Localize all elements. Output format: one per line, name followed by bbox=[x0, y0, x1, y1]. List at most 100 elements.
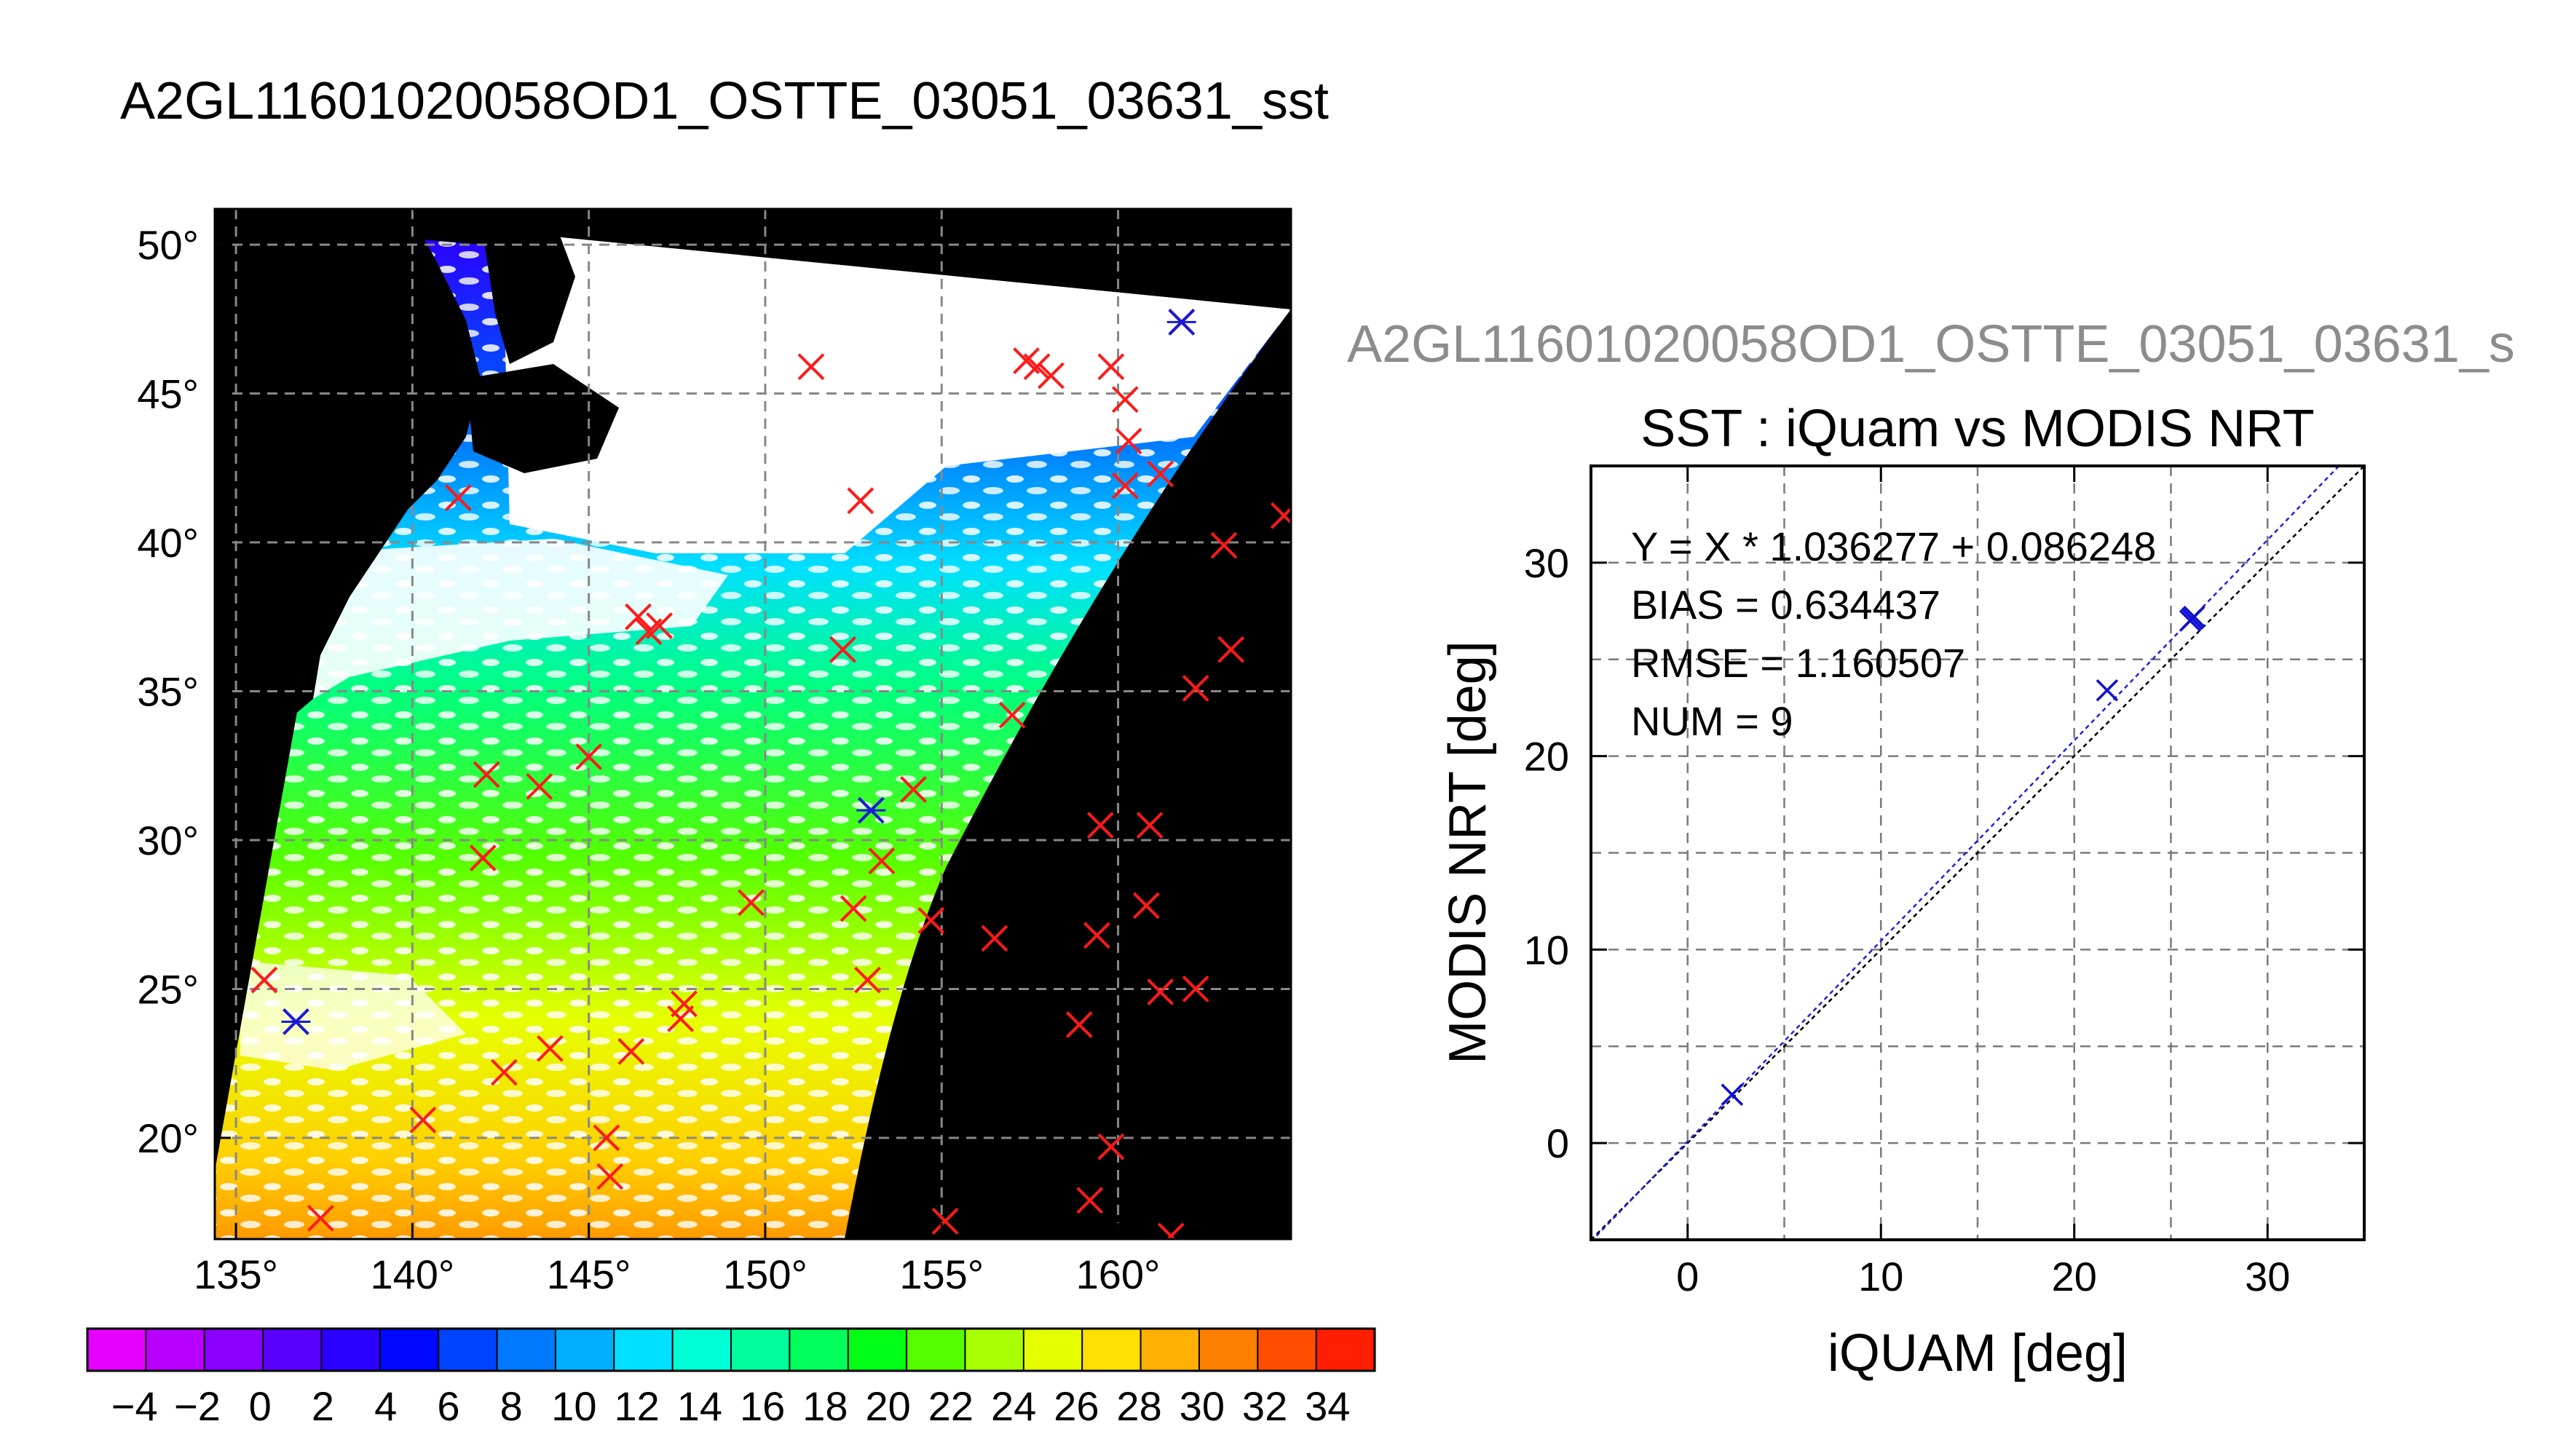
land-hokkaido bbox=[466, 364, 619, 473]
figure-title: A2GL11601020058OD1_OSTTE_03051_03631_sst bbox=[120, 72, 1329, 130]
match-point-marker bbox=[526, 772, 553, 800]
match-point-marker bbox=[738, 889, 765, 917]
rmse-value: RMSE = 1.160507 bbox=[1631, 640, 1965, 686]
regression-equation: Y = X * 1.036277 + 0.086248 bbox=[1631, 523, 2156, 569]
match-point-marker bbox=[1210, 531, 1238, 559]
colorbar-label: 20 bbox=[865, 1383, 910, 1429]
colorbar-cell bbox=[1082, 1329, 1142, 1371]
match-point-marker bbox=[854, 966, 881, 994]
identity-line bbox=[1591, 466, 2364, 1240]
match-point-marker bbox=[1065, 1011, 1093, 1038]
y-tick-label: 30 bbox=[1524, 540, 1569, 586]
match-point-marker bbox=[409, 1107, 437, 1133]
colorbar-label: −2 bbox=[174, 1383, 221, 1429]
scatter-point bbox=[1721, 1083, 1744, 1106]
match-point-marker bbox=[1076, 1187, 1104, 1214]
match-point-marker bbox=[625, 603, 652, 630]
lat-tick-label: 45° bbox=[137, 371, 199, 417]
match-point-marker bbox=[1083, 922, 1110, 949]
colorbar-label: −4 bbox=[111, 1383, 158, 1429]
scatter-frame bbox=[1590, 464, 2366, 1241]
match-point-marker bbox=[444, 484, 472, 512]
match-point-marker bbox=[1097, 353, 1125, 381]
sst-map: 135° 140° 145° 150° 155° 160° 50° 45° 40° 35° 30° 2… bbox=[137, 207, 1292, 1297]
x-tick-label: 30 bbox=[2245, 1254, 2290, 1299]
match-point-marker bbox=[1147, 460, 1174, 488]
match-point-marker bbox=[490, 1059, 518, 1086]
lon-tick-label: 140° bbox=[370, 1251, 454, 1297]
swath-edge-west bbox=[215, 209, 382, 1171]
lon-tick-label: 150° bbox=[723, 1251, 807, 1297]
lat-tick-label: 35° bbox=[137, 669, 199, 715]
colorbar-cell bbox=[1140, 1329, 1200, 1371]
match-point-marker bbox=[307, 1204, 334, 1232]
match-point-marker bbox=[1182, 976, 1209, 1002]
y-tick-label: 20 bbox=[1524, 734, 1569, 780]
colorbar-label: 6 bbox=[437, 1383, 459, 1429]
match-point-marker bbox=[473, 761, 500, 788]
colorbar-label: 12 bbox=[614, 1383, 659, 1429]
colorbar-label: 30 bbox=[1180, 1383, 1225, 1429]
match-point-marker bbox=[536, 1034, 564, 1062]
colorbar-label: 2 bbox=[312, 1383, 334, 1429]
match-point-marker bbox=[1136, 812, 1164, 839]
colorbar-cell bbox=[497, 1329, 556, 1371]
lat-tick-label: 25° bbox=[137, 966, 199, 1012]
scatter-title: SST : iQuam vs MODIS NRT bbox=[1640, 400, 2315, 458]
match-point-marker bbox=[469, 844, 497, 871]
cloud-region-west bbox=[313, 539, 728, 699]
cloud-region-north bbox=[502, 232, 1291, 553]
colorbar-cell bbox=[321, 1329, 381, 1371]
x-axis-label: iQUAM [deg] bbox=[1828, 1324, 2128, 1382]
match-point-marker bbox=[593, 1124, 620, 1152]
bias-value: BIAS = 0.634437 bbox=[1631, 582, 1940, 628]
match-point-marker bbox=[868, 847, 896, 875]
match-point-marker bbox=[1182, 675, 1209, 702]
match-point-marker bbox=[1157, 1222, 1185, 1239]
match-point-marker bbox=[1023, 353, 1051, 381]
colorbar-cell bbox=[438, 1329, 498, 1371]
map-frame bbox=[213, 207, 1292, 1241]
colorbar-cell bbox=[1257, 1329, 1317, 1371]
match-point-marker bbox=[981, 925, 1008, 952]
lon-tick-label: 145° bbox=[547, 1251, 631, 1297]
colorbar-frame bbox=[86, 1327, 1376, 1372]
colorbar-cell bbox=[87, 1329, 146, 1371]
colorbar-label: 26 bbox=[1054, 1383, 1099, 1429]
match-point-marker bbox=[1111, 386, 1139, 414]
match-point-marker bbox=[900, 776, 927, 803]
match-point-marker bbox=[840, 895, 867, 922]
colorbar-cell bbox=[1198, 1329, 1258, 1371]
match-point-marker bbox=[1038, 362, 1065, 389]
match-point-marker bbox=[646, 612, 673, 639]
match-point-marker bbox=[1097, 1133, 1125, 1160]
colorbar-label: 28 bbox=[1116, 1383, 1161, 1429]
match-point-marker bbox=[998, 701, 1026, 729]
y-tick-label: 10 bbox=[1524, 927, 1569, 973]
num-value: NUM = 9 bbox=[1631, 698, 1793, 744]
match-point-marker bbox=[1147, 978, 1174, 1005]
match-point-marker bbox=[1270, 502, 1291, 529]
match-point-marker bbox=[917, 906, 945, 934]
match-point-marker bbox=[575, 743, 603, 770]
match-point-marker bbox=[1217, 636, 1245, 663]
colorbar-cell bbox=[1316, 1329, 1375, 1371]
match-point-marker bbox=[829, 636, 856, 663]
colorbar-label: 14 bbox=[677, 1383, 722, 1429]
match-point-marker bbox=[596, 1163, 624, 1190]
lon-tick-label: 135° bbox=[194, 1251, 278, 1297]
match-point-marker bbox=[1086, 812, 1114, 839]
colorbar-label: 4 bbox=[374, 1383, 397, 1429]
colorbar-cell bbox=[789, 1329, 849, 1371]
stats-annotations: Y = X * 1.036277 + 0.086248 BIAS = 0.634… bbox=[1631, 523, 2156, 744]
colorbar-cell bbox=[965, 1329, 1024, 1371]
match-point-marker bbox=[1132, 892, 1160, 919]
lat-tick-label: 50° bbox=[137, 222, 199, 268]
regression-line bbox=[1591, 466, 2340, 1240]
colorbar-cell bbox=[848, 1329, 907, 1371]
colorbar-label: 22 bbox=[928, 1383, 974, 1429]
colorbar-cell bbox=[379, 1329, 439, 1371]
scatter-point bbox=[2183, 606, 2205, 628]
lat-tick-label: 30° bbox=[137, 818, 199, 863]
